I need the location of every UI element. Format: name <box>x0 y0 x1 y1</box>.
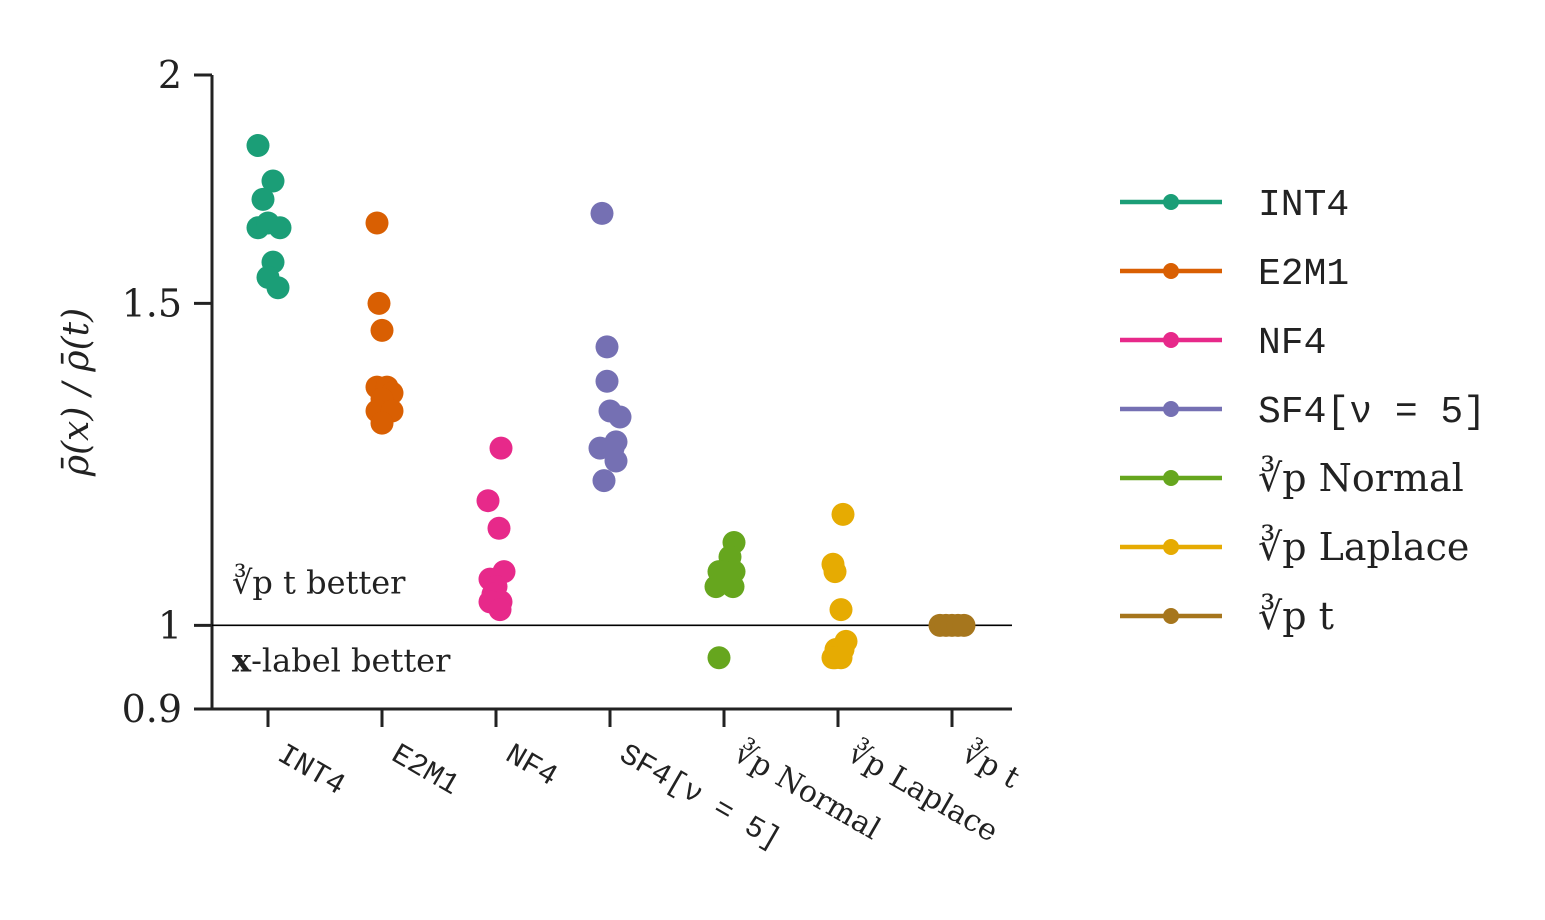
y-axis-title: ρ̄(x) / ρ̄(t) <box>56 308 97 477</box>
legend-item: INT4 <box>1120 184 1349 227</box>
x-tick-label: ∛p t <box>956 734 1026 796</box>
legend-label: E2M1 <box>1258 253 1349 296</box>
legend-item: ∛p Normal <box>1120 455 1464 500</box>
data-point <box>721 575 745 599</box>
legend-label: ∛p Laplace <box>1258 524 1469 569</box>
annotations: ∛p t better x-label better <box>232 563 451 679</box>
data-point <box>370 411 394 435</box>
legend-label: ∛p t <box>1258 593 1334 638</box>
series-6 <box>928 613 976 637</box>
legend-marker <box>1163 263 1179 279</box>
legend-marker <box>1163 608 1179 624</box>
data-point <box>592 469 616 493</box>
data-point <box>266 276 290 300</box>
data-points <box>246 134 976 670</box>
y-tick-label: 1 <box>158 603 182 647</box>
annotation-above: ∛p t better <box>232 563 406 601</box>
legend-item: ∛p t <box>1120 593 1334 638</box>
data-point <box>488 598 512 622</box>
legend-item: NF4 <box>1120 322 1326 365</box>
data-point <box>367 291 391 315</box>
y-tick-label: 1.5 <box>122 281 182 325</box>
data-point <box>608 405 632 429</box>
annotation-below-bold: x <box>232 641 252 679</box>
data-point <box>590 201 614 225</box>
annotation-below-text: -label better <box>251 641 451 679</box>
data-point <box>268 216 292 240</box>
series-5 <box>821 502 858 670</box>
data-point <box>829 646 853 670</box>
annotation-below: x-label better <box>232 641 451 679</box>
legend-marker <box>1163 470 1179 486</box>
x-tick-labels: INT4 E2M1 NF4 SF4[ν = 5]∛p Normal∛p Laplace… <box>271 734 1026 858</box>
data-point <box>595 335 619 359</box>
series-2 <box>476 436 516 622</box>
data-point <box>487 516 511 540</box>
x-tick-label: INT4 <box>271 738 350 803</box>
series-0 <box>246 134 292 300</box>
series-4 <box>704 530 746 670</box>
data-point <box>489 436 513 460</box>
data-point <box>370 318 394 342</box>
legend: INT4 E2M1 NF4 SF4[ν = 5] ∛p Normal ∛p Laplace… <box>1120 184 1486 638</box>
legend-label: NF4 <box>1258 322 1326 365</box>
data-point <box>476 489 500 513</box>
data-point <box>261 169 285 193</box>
legend-label: INT4 <box>1258 184 1349 227</box>
data-point <box>246 134 270 158</box>
data-point <box>595 369 619 393</box>
legend-marker <box>1163 332 1179 348</box>
data-point <box>365 211 389 235</box>
x-tick-label: NF4 <box>499 738 563 794</box>
legend-label: ∛p Normal <box>1258 455 1464 500</box>
legend-marker <box>1163 539 1179 555</box>
y-tick-label: 2 <box>158 53 182 97</box>
y-axis-label: ρ̄(x) / ρ̄(t) <box>56 308 97 477</box>
data-point <box>604 449 628 473</box>
legend-item: ∛p Laplace <box>1120 524 1469 569</box>
legend-label: SF4[ν = 5] <box>1258 391 1486 434</box>
data-point <box>952 613 976 637</box>
data-point <box>831 502 855 526</box>
legend-marker <box>1163 194 1179 210</box>
legend-marker <box>1163 401 1179 417</box>
y-tick-label: 0.9 <box>122 687 182 731</box>
legend-item: SF4[ν = 5] <box>1120 391 1486 434</box>
data-point <box>707 646 731 670</box>
series-3 <box>588 201 632 493</box>
axes: 0.9 1 1.5 2 <box>122 53 1012 731</box>
series-1 <box>365 211 404 435</box>
data-point <box>251 187 275 211</box>
data-point <box>823 560 847 584</box>
data-point <box>704 575 728 599</box>
x-tick-label: E2M1 <box>385 738 464 803</box>
data-point <box>829 598 853 622</box>
legend-item: E2M1 <box>1120 253 1349 296</box>
